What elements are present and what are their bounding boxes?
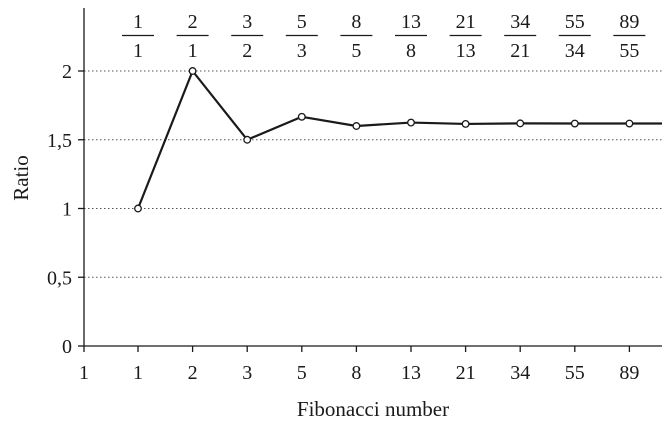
- fraction-denominator: 34: [565, 40, 585, 62]
- x-axis-title: Fibonacci number: [297, 397, 449, 421]
- fraction-numerator: 89: [619, 11, 639, 33]
- labels-layer: 00,511,521 1 2 3 5 8 13 21 34 55 89112132538513821…: [9, 11, 646, 421]
- fraction-numerator: 13: [401, 11, 421, 33]
- data-point: [570, 119, 579, 128]
- fraction-numerator: 8: [351, 11, 361, 33]
- fraction-denominator: 3: [297, 40, 307, 62]
- y-axis-title: Ratio: [9, 155, 33, 201]
- data-point: [134, 204, 142, 213]
- data-point: [516, 119, 525, 128]
- data-point: [352, 122, 361, 130]
- x-tick-label: 89: [619, 362, 639, 384]
- data-point: [407, 118, 415, 127]
- fraction-denominator: 5: [351, 40, 361, 62]
- fraction-numerator: 5: [297, 11, 307, 33]
- fraction-label: 138: [395, 11, 427, 62]
- x-tick-label: 34: [510, 362, 530, 384]
- x-tick-label: 2: [188, 362, 198, 384]
- x-tick-label: 13: [401, 362, 421, 384]
- axes: [78, 8, 662, 352]
- fraction-label: 32: [231, 11, 264, 62]
- data-point: [625, 119, 634, 128]
- fraction-numerator: 1: [133, 11, 143, 33]
- fraction-label: 85: [340, 11, 373, 62]
- fraction-label: 11: [122, 11, 154, 62]
- y-tick-label: 0,5: [47, 267, 72, 289]
- fraction-denominator: 2: [242, 40, 252, 62]
- y-tick-label: 2: [62, 61, 72, 83]
- x-tick-label: 1: [133, 362, 143, 384]
- y-tick-label: 1,5: [47, 130, 72, 152]
- fraction-numerator: 34: [510, 11, 530, 33]
- x-tick-label: 1: [79, 362, 89, 384]
- fraction-denominator: 8: [406, 40, 416, 62]
- y-tick-label: 0: [62, 336, 72, 358]
- x-tick-label: 3: [242, 362, 252, 384]
- fraction-denominator: 13: [456, 40, 476, 62]
- y-tick-label: 1: [62, 199, 72, 221]
- fraction-numerator: 3: [242, 11, 252, 33]
- fraction-numerator: 55: [565, 11, 585, 33]
- x-tick-label: 8: [351, 362, 361, 384]
- fraction-denominator: 1: [188, 40, 198, 62]
- data-point: [461, 119, 470, 128]
- data-point: [243, 135, 252, 144]
- fraction-numerator: 2: [188, 11, 198, 33]
- grid-lines: [84, 70, 662, 278]
- data-point: [188, 67, 197, 75]
- x-tick-label: 21: [456, 362, 476, 384]
- fraction-numerator: 21: [456, 11, 476, 33]
- fraction-denominator: 1: [133, 40, 143, 62]
- series-layer: [134, 67, 662, 213]
- fraction-denominator: 55: [619, 40, 639, 62]
- fraction-label: 21: [176, 11, 209, 62]
- x-tick-label: 5: [297, 362, 307, 384]
- fraction-denominator: 21: [510, 40, 530, 62]
- fraction-label: 53: [285, 11, 318, 62]
- data-point: [297, 112, 306, 121]
- x-tick-label: 55: [565, 362, 585, 384]
